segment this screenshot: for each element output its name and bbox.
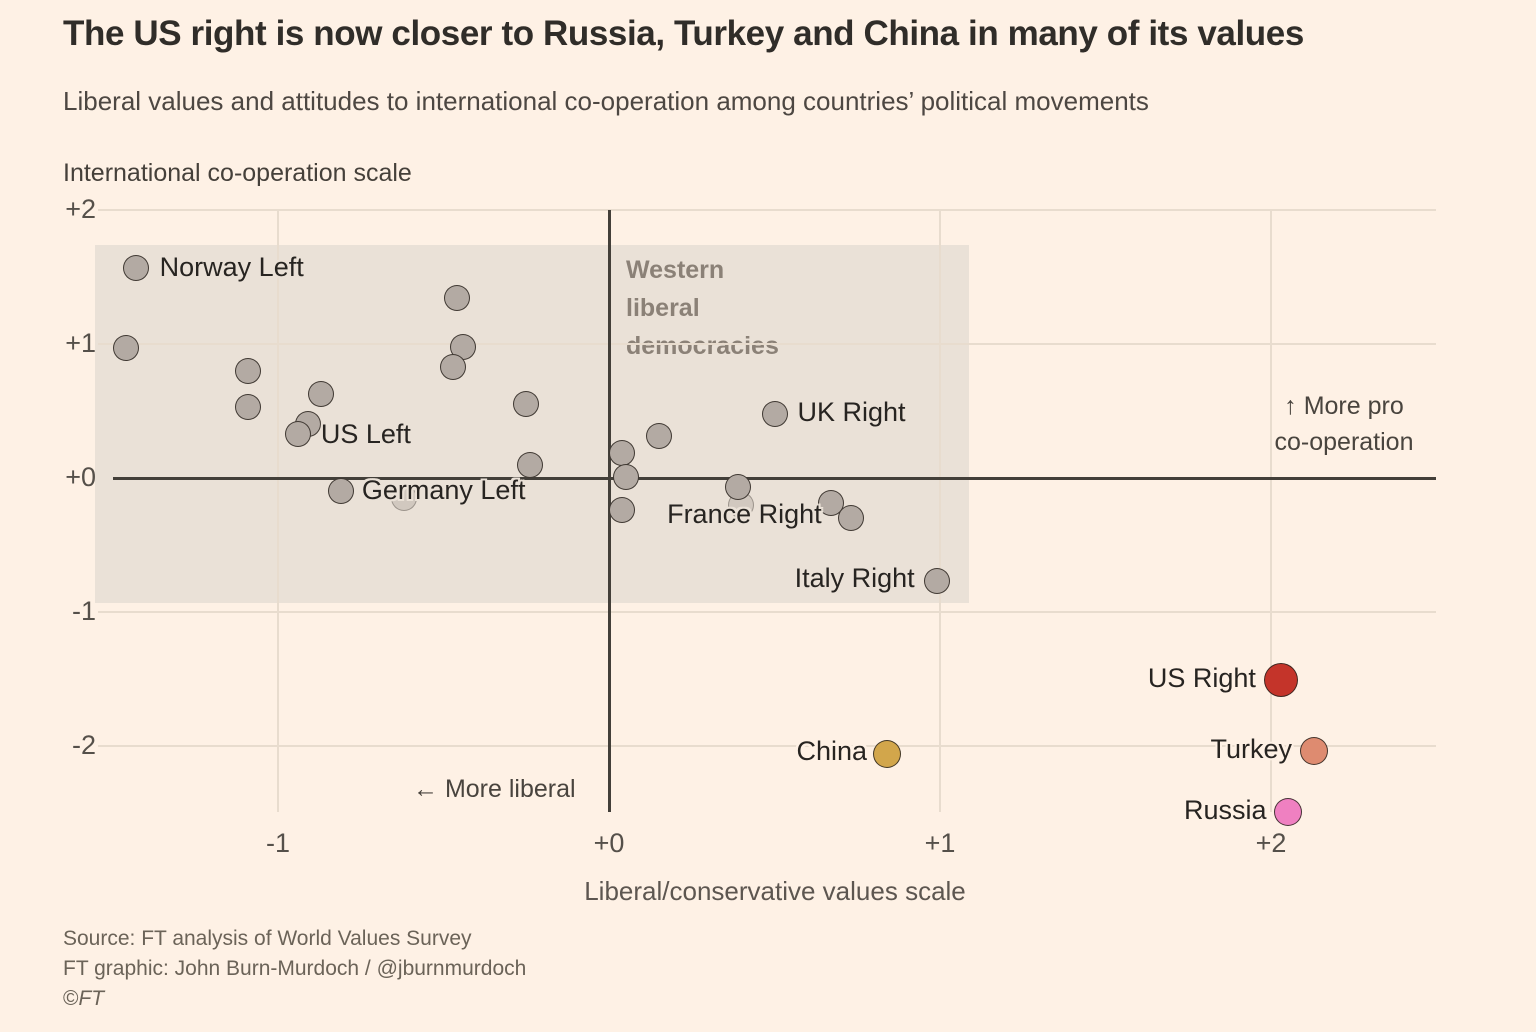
x-tick-label: +1: [924, 828, 956, 858]
scatter-point-germany-left: [327, 478, 354, 505]
x-axis-zero-line: [113, 476, 1436, 480]
more-pro-cooperation-annotation: ↑ More pro co-operation: [1275, 388, 1414, 460]
scatter-point: [308, 380, 335, 407]
h-gridline: [98, 745, 1436, 747]
scatter-point: [390, 485, 417, 512]
scatter-point: [443, 285, 470, 312]
y-tick-label: -1: [71, 596, 96, 626]
v-gridline: [939, 210, 941, 812]
h-gridline: [98, 343, 1436, 345]
point-label-russia: Russia: [1184, 794, 1267, 825]
scatter-point: [612, 463, 639, 490]
up-arrow-annotation-line1: ↑ More pro: [1284, 392, 1404, 420]
scatter-point: [837, 505, 864, 532]
scatter-point: [516, 451, 543, 478]
western-democracies-region: Western liberal democracies: [95, 245, 969, 603]
x-tick-label: +0: [593, 828, 625, 858]
scatter-point: [440, 353, 467, 380]
scatter-point-us-left: [284, 420, 311, 447]
scatter-point-turkey: [1300, 737, 1329, 766]
scatter-point-china: [873, 740, 902, 769]
scatter-point-france-right: [725, 474, 752, 501]
scatter-point: [235, 393, 262, 420]
v-gridline: [1270, 210, 1272, 812]
page-subtitle: Liberal values and attitudes to internat…: [63, 86, 1149, 116]
h-gridline: [98, 209, 1436, 211]
credit-line: FT graphic: John Burn-Murdoch / @jburnmu…: [63, 957, 527, 980]
point-label-france-right: France Right: [667, 499, 822, 530]
point-label-norway-left: Norway Left: [159, 251, 304, 282]
point-label-china: China: [796, 736, 868, 767]
scatter-point-russia: [1273, 797, 1302, 826]
region-label-line2: liberal: [626, 294, 700, 322]
scatter-point-us-right: [1263, 663, 1298, 698]
point-label-germany-left: Germany Left: [361, 475, 526, 506]
scatter-point-uk-right: [761, 400, 788, 427]
scatter-point: [235, 357, 262, 384]
y-tick-label: +2: [65, 194, 96, 224]
region-label-line3: democracies: [626, 332, 779, 360]
region-label-line1: Western: [626, 256, 725, 284]
page-title: The US right is now closer to Russia, Tu…: [63, 14, 1304, 53]
x-tick-label: +2: [1255, 828, 1287, 858]
footer: Source: FT analysis of World Values Surv…: [63, 924, 526, 1014]
y-tick-label: -2: [71, 730, 96, 760]
point-label-turkey: Turkey: [1210, 734, 1293, 765]
y-axis-title: International co-operation scale: [63, 159, 412, 187]
more-liberal-annotation: ← More liberal: [413, 775, 576, 803]
scatter-point: [609, 497, 636, 524]
region-label: Western liberal democracies: [626, 251, 779, 365]
ft-logo-text: FT: [78, 987, 105, 1010]
x-tick-label: -1: [265, 828, 291, 858]
scatter-point: [112, 335, 139, 362]
v-gridline: [277, 210, 279, 812]
copyright-symbol: ©: [63, 987, 79, 1010]
scatter-point-italy-right: [923, 568, 950, 595]
point-label-italy-right: Italy Right: [794, 563, 915, 594]
scatter-point: [513, 391, 540, 418]
point-label-us-left: US Left: [320, 418, 411, 449]
y-tick-label: +1: [65, 328, 96, 358]
copyright-line: ©FT: [63, 984, 526, 1014]
h-gridline: [98, 611, 1436, 613]
y-axis-zero-line: [607, 210, 611, 812]
up-arrow-annotation-line2: co-operation: [1274, 428, 1414, 456]
y-tick-label: +0: [65, 462, 96, 492]
point-label-uk-right: UK Right: [797, 396, 906, 427]
point-label-us-right: US Right: [1147, 663, 1256, 694]
scatter-point: [645, 423, 672, 450]
scatter-point: [609, 439, 636, 466]
x-axis-title: Liberal/conservative values scale: [584, 876, 966, 906]
source-line: Source: FT analysis of World Values Surv…: [63, 927, 472, 950]
scatter-point-norway-left: [122, 254, 149, 281]
